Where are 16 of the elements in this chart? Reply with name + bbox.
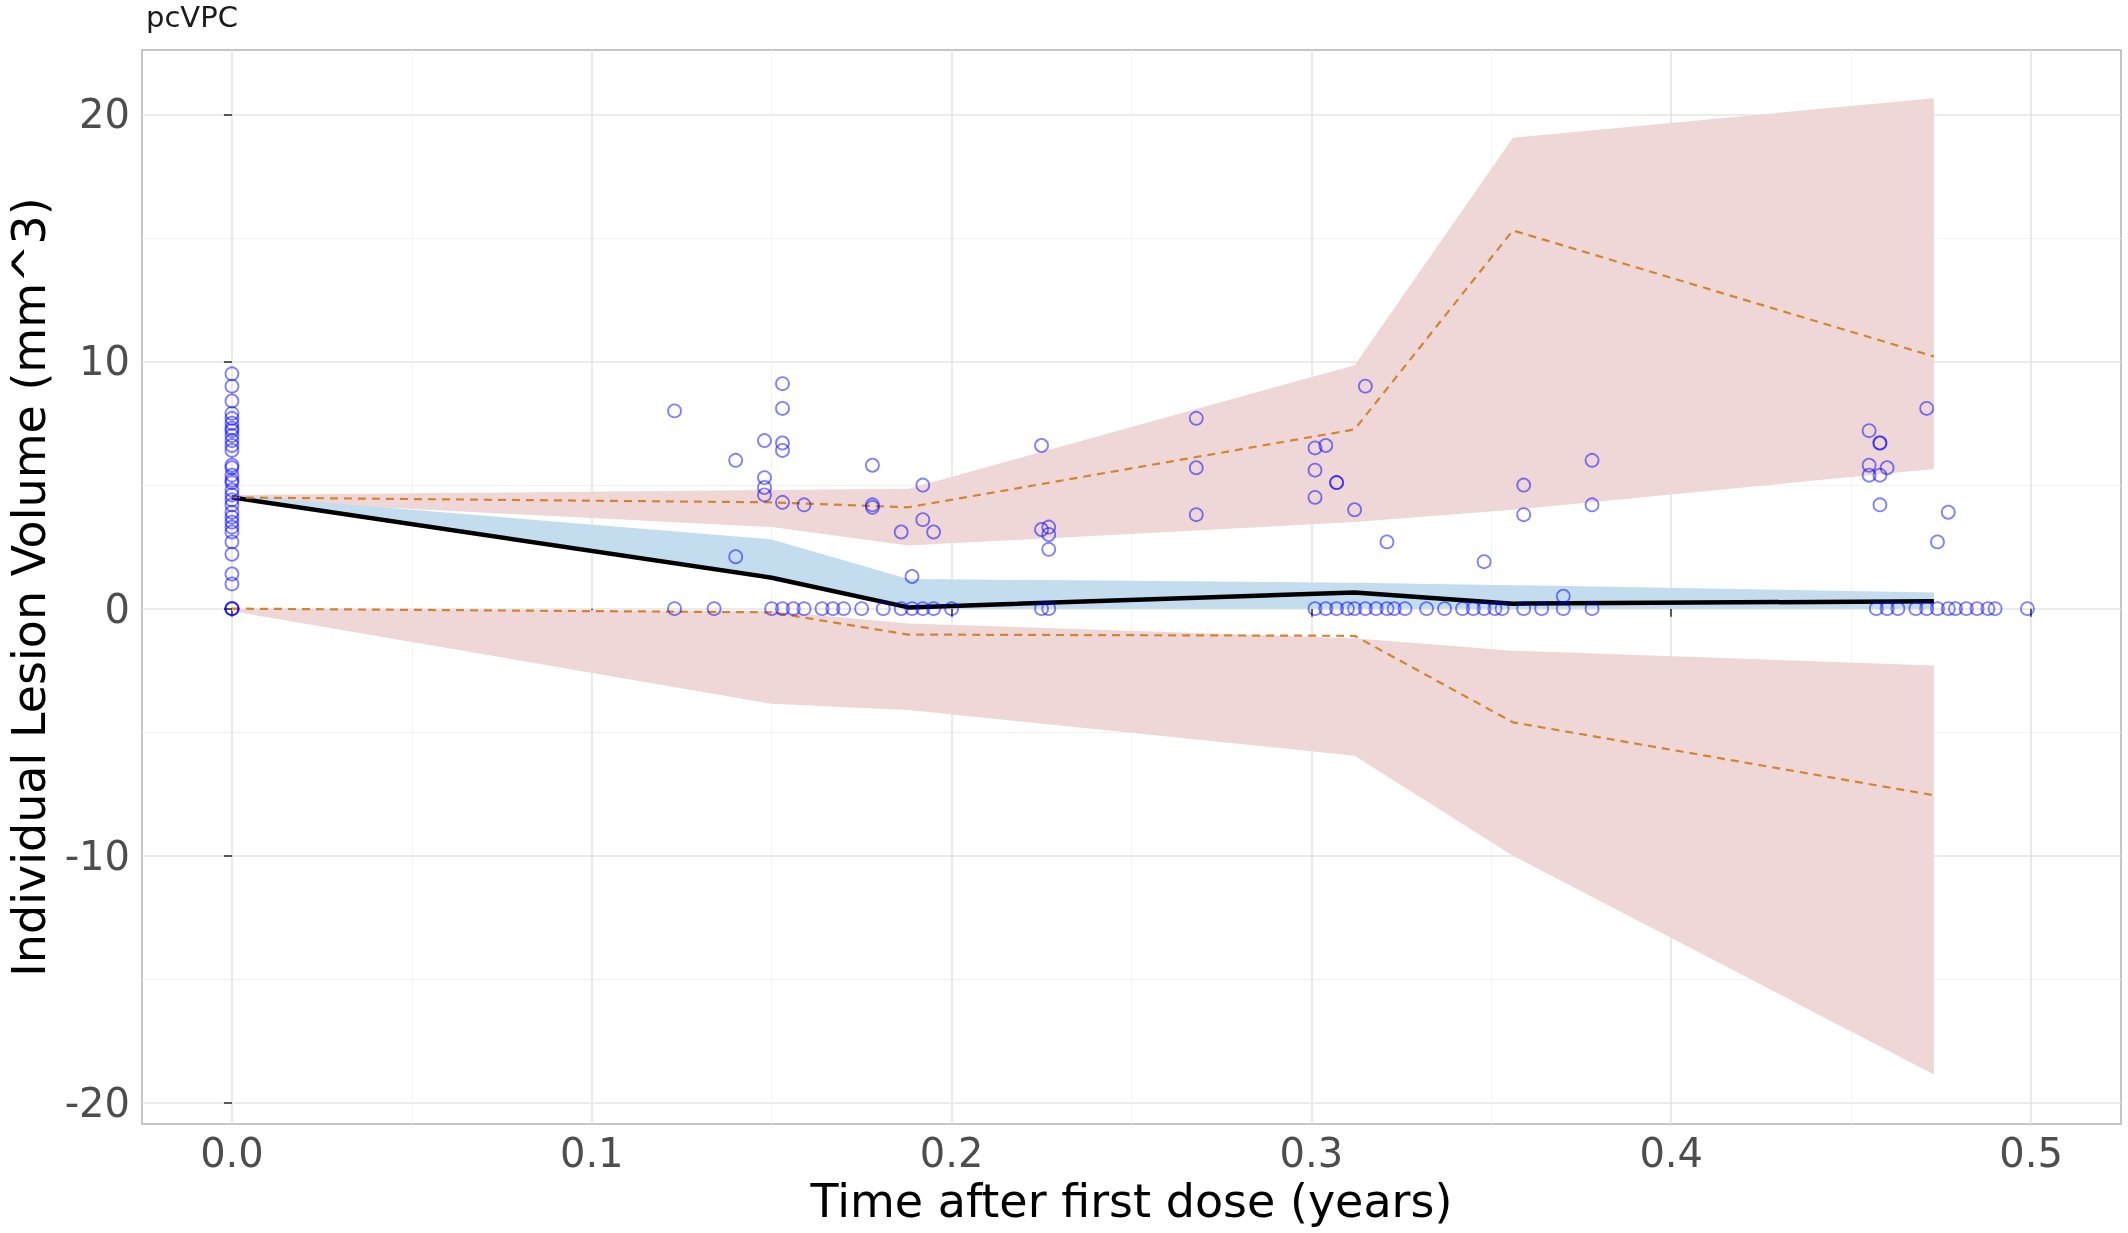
chart-title: pcVPC	[146, 0, 238, 34]
x-tick-label: 0.0	[200, 1130, 264, 1176]
x-tick-label: 0.5	[1999, 1130, 2063, 1176]
x-axis-title: Time after first dose (years)	[809, 1174, 1453, 1228]
y-tick-label: -10	[64, 832, 130, 879]
line-series	[230, 607, 1935, 797]
line-series	[230, 229, 1935, 509]
x-tick-label: 0.2	[919, 1130, 984, 1176]
x-tick-label: 0.3	[1279, 1130, 1344, 1176]
y-tick-label: 10	[79, 338, 130, 385]
x-tick-label: 0.4	[1639, 1130, 1704, 1176]
y-axis-title: Individual Lesion Volume (mm^3)	[2, 197, 56, 977]
y-tick-label: -20	[64, 1079, 130, 1126]
y-tick-label: 0	[104, 585, 130, 632]
y-tick-label: 20	[79, 91, 130, 138]
x-tick-label: 0.1	[559, 1130, 624, 1176]
